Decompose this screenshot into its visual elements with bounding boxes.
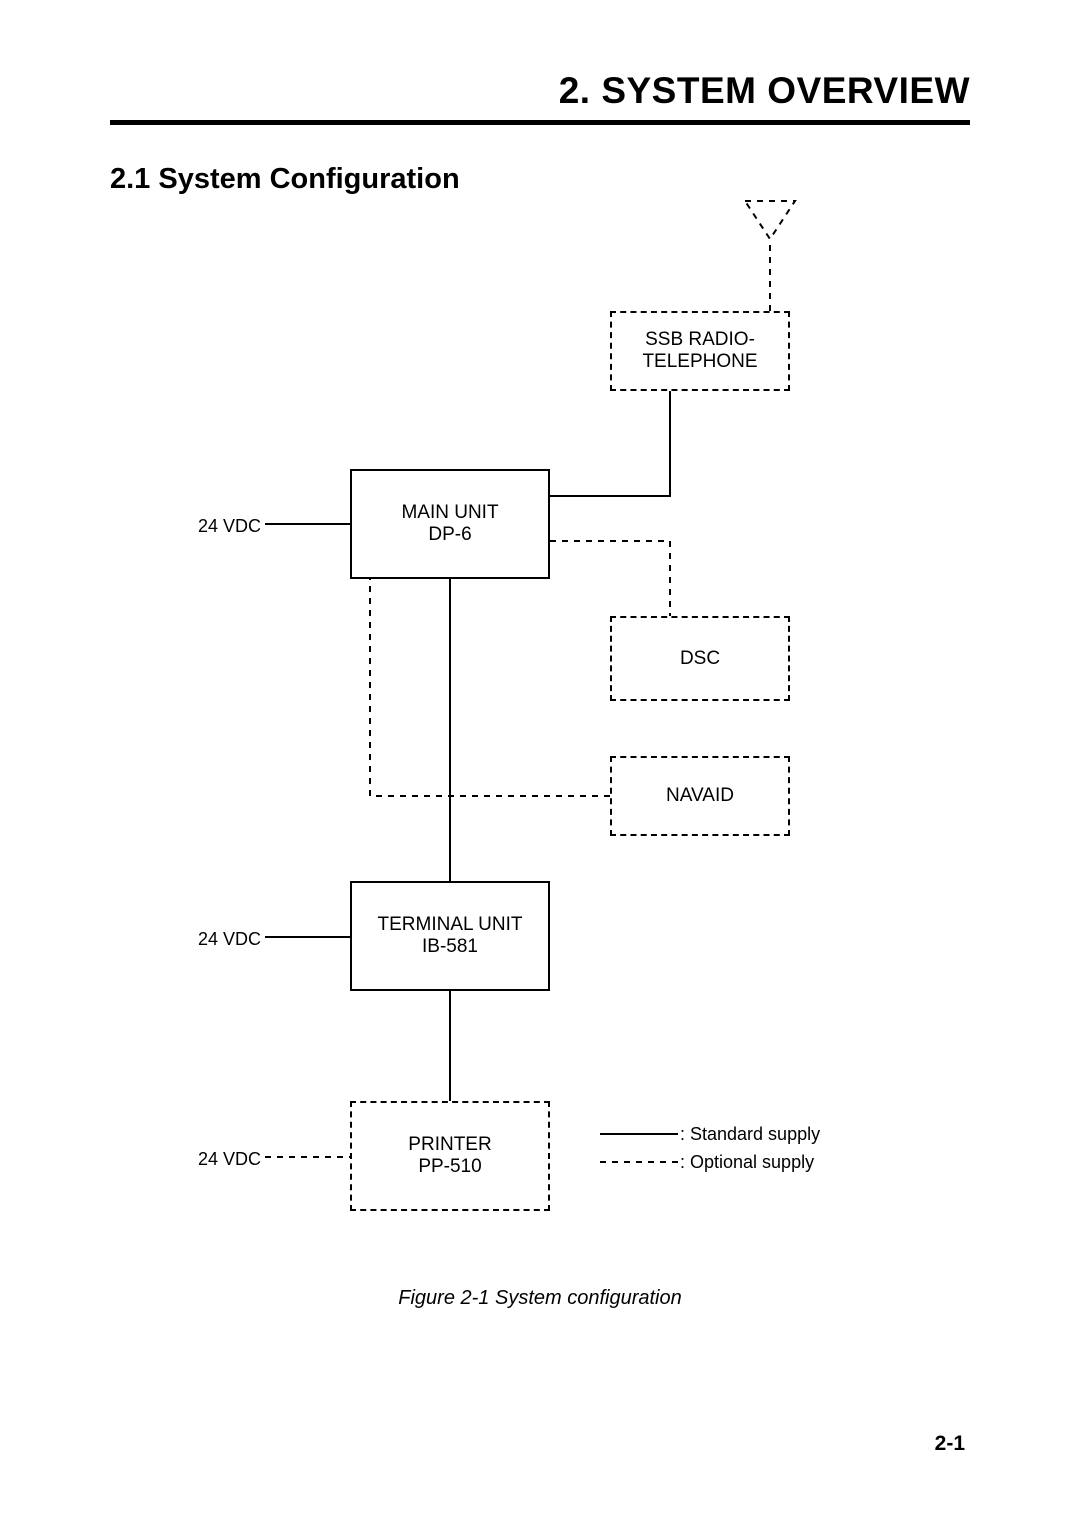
label-vdc3: 24 VDC — [198, 1149, 261, 1170]
label-vdc2: 24 VDC — [198, 929, 261, 950]
figure-caption: Figure 2-1 System configuration — [110, 1287, 970, 1310]
legend-text-dashed: : Optional supply — [680, 1152, 814, 1173]
document-page: 2. SYSTEM OVERVIEW 2.1 System Configurat… — [0, 0, 1080, 1528]
node-printer: PRINTER PP-510 — [350, 1101, 550, 1211]
node-navaid: NAVAID — [610, 756, 790, 836]
node-ssb: SSB RADIO- TELEPHONE — [610, 311, 790, 391]
page-number: 2-1 — [935, 1432, 965, 1456]
chapter-rule — [110, 120, 970, 125]
antenna-icon — [745, 201, 795, 239]
chapter-title: 2. SYSTEM OVERVIEW — [110, 70, 970, 112]
edge-main-ssb-h — [550, 469, 670, 496]
edge-main-dsc — [550, 541, 670, 616]
label-vdc1: 24 VDC — [198, 516, 261, 537]
node-main: MAIN UNIT DP-6 — [350, 469, 550, 579]
legend-text-solid: : Standard supply — [680, 1124, 820, 1145]
node-dsc: DSC — [610, 616, 790, 701]
edge-navaid-path — [370, 579, 610, 796]
system-config-diagram: SSB RADIO- TELEPHONE MAIN UNIT DP-6 DSC NAV… — [110, 201, 970, 1281]
node-terminal: TERMINAL UNIT IB-581 — [350, 881, 550, 991]
section-title: 2.1 System Configuration — [110, 163, 970, 196]
